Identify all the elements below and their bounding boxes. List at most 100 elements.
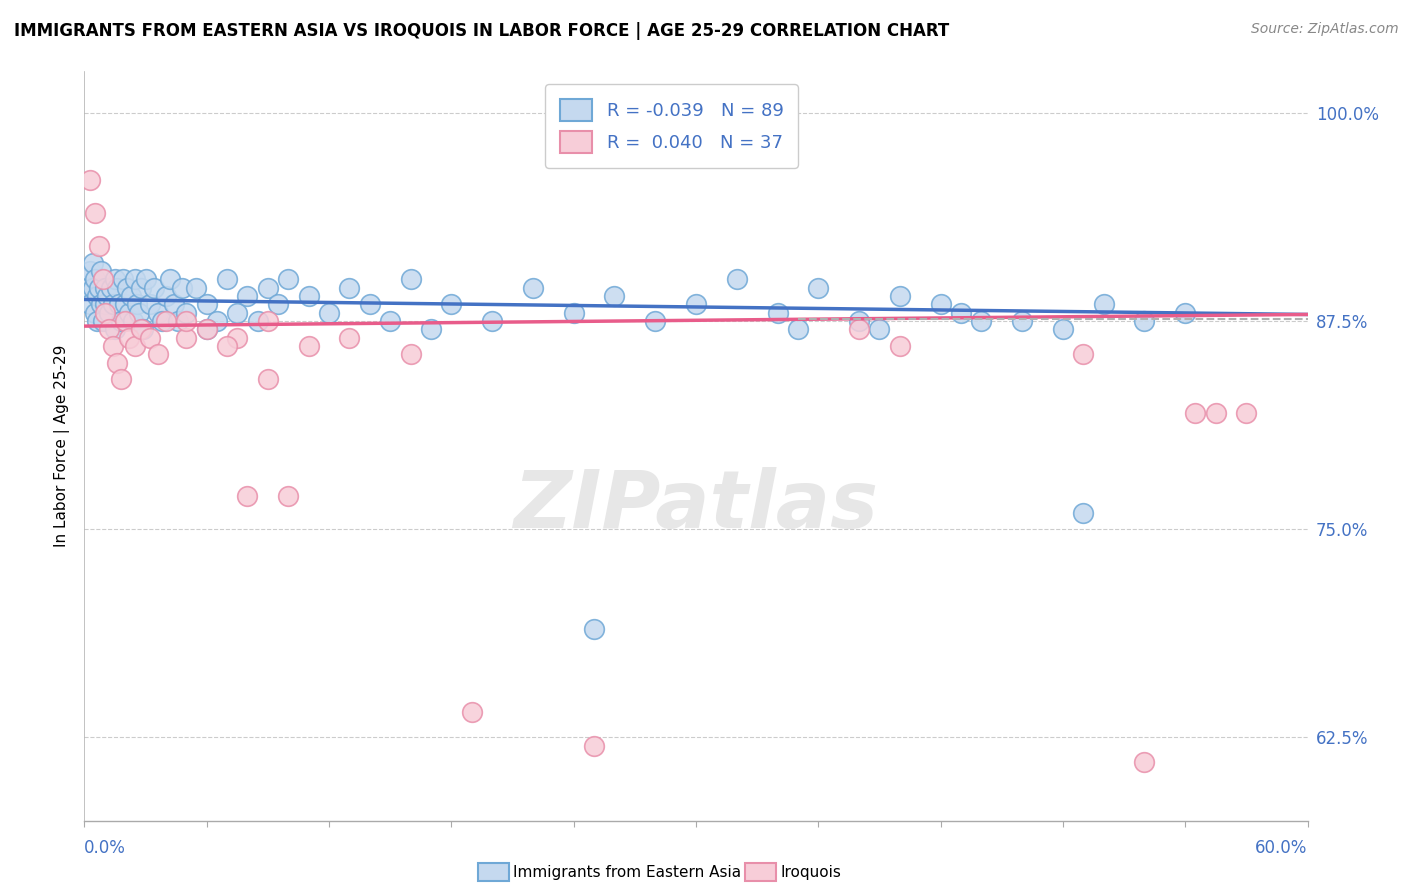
Point [869, 322, 891, 336]
Point [86, 289, 108, 303]
Point [195, 322, 218, 336]
Point [122, 314, 145, 328]
Point [93, 306, 115, 320]
Point [217, 272, 239, 286]
Point [83, 272, 105, 286]
Legend: R = -0.039   N = 89, R =  0.040   N = 37: R = -0.039 N = 89, R = 0.040 N = 37 [546, 84, 797, 168]
Point [562, 306, 585, 320]
Point [848, 314, 870, 328]
Point [172, 281, 194, 295]
Point [236, 289, 259, 303]
Text: 60.0%: 60.0% [1256, 839, 1308, 857]
Point [150, 314, 173, 328]
Point [93, 297, 115, 311]
Point [77, 281, 100, 295]
Point [1184, 406, 1206, 420]
Point [929, 297, 952, 311]
Text: Source: ZipAtlas.com: Source: ZipAtlas.com [1251, 22, 1399, 37]
Point [105, 356, 128, 370]
Point [339, 331, 361, 345]
Text: 0.0%: 0.0% [84, 839, 127, 857]
Point [128, 306, 150, 320]
Point [146, 347, 169, 361]
Point [257, 314, 280, 328]
Point [246, 314, 269, 328]
Point [87, 239, 110, 253]
Point [298, 289, 321, 303]
Text: Immigrants from Eastern Asia: Immigrants from Eastern Asia [513, 865, 741, 880]
Text: Iroquois: Iroquois [780, 865, 841, 880]
Point [685, 297, 707, 311]
Point [135, 272, 157, 286]
Point [226, 306, 249, 320]
Point [1236, 406, 1258, 420]
Point [90, 264, 112, 278]
Point [124, 339, 146, 353]
Point [583, 739, 606, 753]
Point [440, 297, 463, 311]
Point [75, 272, 97, 286]
Point [1073, 506, 1095, 520]
Point [87, 281, 110, 295]
Point [1092, 297, 1115, 311]
Point [787, 322, 810, 336]
Point [83, 306, 105, 320]
Point [79, 172, 101, 186]
Point [104, 272, 127, 286]
Point [236, 489, 259, 503]
Point [110, 314, 132, 328]
Point [79, 264, 101, 278]
Point [644, 314, 666, 328]
Point [1133, 756, 1156, 770]
Point [603, 289, 626, 303]
Point [118, 331, 141, 345]
Point [91, 272, 114, 286]
Point [1205, 406, 1227, 420]
Point [101, 297, 124, 311]
Point [138, 297, 160, 311]
Point [399, 347, 422, 361]
Point [120, 289, 142, 303]
Point [155, 314, 177, 328]
Point [359, 297, 381, 311]
Point [970, 314, 993, 328]
Point [522, 281, 544, 295]
Point [1052, 322, 1074, 336]
Point [108, 297, 131, 311]
Point [766, 306, 789, 320]
Point [807, 281, 830, 295]
Point [163, 297, 186, 311]
Point [146, 306, 169, 320]
Point [110, 372, 132, 386]
Y-axis label: In Labor Force | Age 25-29: In Labor Force | Age 25-29 [55, 345, 70, 547]
Point [725, 272, 748, 286]
Point [82, 281, 104, 295]
Point [1174, 306, 1197, 320]
Point [257, 281, 280, 295]
Point [104, 322, 127, 336]
Point [174, 306, 197, 320]
Point [1073, 347, 1095, 361]
Text: IMMIGRANTS FROM EASTERN ASIA VS IROQUOIS IN LABOR FORCE | AGE 25-29 CORRELATION : IMMIGRANTS FROM EASTERN ASIA VS IROQUOIS… [14, 22, 949, 40]
Point [481, 314, 503, 328]
Point [131, 322, 153, 336]
Point [91, 314, 114, 328]
Point [399, 272, 422, 286]
Point [97, 306, 120, 320]
Point [93, 281, 115, 295]
Point [124, 272, 146, 286]
Point [112, 272, 135, 286]
Point [277, 489, 299, 503]
Point [86, 314, 108, 328]
Point [217, 339, 239, 353]
Point [277, 272, 299, 286]
Point [138, 331, 160, 345]
Point [167, 314, 190, 328]
Point [174, 331, 197, 345]
Point [950, 306, 973, 320]
Point [1011, 314, 1033, 328]
Point [114, 314, 136, 328]
Point [889, 339, 911, 353]
Point [583, 622, 606, 636]
Point [142, 281, 165, 295]
